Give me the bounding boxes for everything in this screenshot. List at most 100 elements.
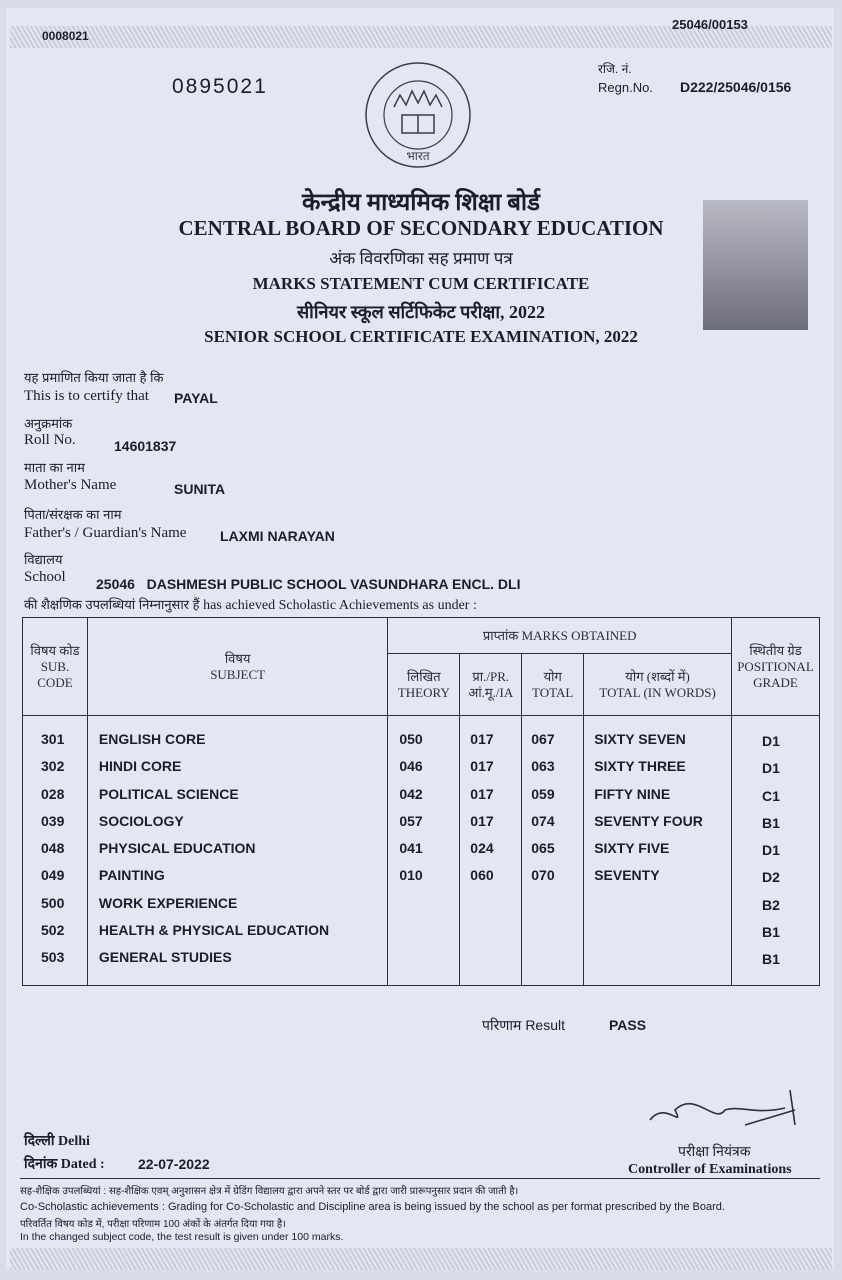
father-label-en: Father's / Guardian's Name: [24, 525, 187, 541]
theory-marks: 042: [399, 785, 423, 802]
practical-marks: [470, 890, 521, 917]
certify-label-hi: यह प्रमाणित किया जाता है कि: [24, 370, 164, 385]
sub-code: 039: [41, 812, 65, 829]
col-words: SIXTY SEVEN SIXTY THREE FIFTY NINE SEVENTY …: [583, 715, 732, 986]
total-marks: [531, 944, 583, 971]
exam-title-hi: सीनियर स्कूल सर्टिफिकेट परीक्षा, 2022: [297, 302, 545, 322]
roll-label-hi: अनुक्रमांक: [24, 416, 73, 431]
exam-title-en: SENIOR SCHOOL CERTIFICATE EXAMINATION, 2…: [204, 327, 638, 346]
positional-grade: B1: [761, 924, 780, 941]
subject-name: PHYSICAL EDUCATION: [98, 840, 256, 857]
sub-code: 503: [41, 949, 65, 966]
doc-title-en: MARKS STATEMENT CUM CERTIFICATE: [252, 274, 590, 293]
theory-marks: 010: [399, 867, 423, 884]
practical-marks: 060: [470, 867, 494, 884]
total-in-words: FIFTY NINE: [594, 785, 671, 802]
total-marks: 059: [531, 785, 555, 802]
total-marks: 074: [531, 812, 555, 829]
header-subject: विषय SUBJECT: [86, 617, 389, 716]
school-label-hi: विद्यालय: [24, 552, 63, 567]
subject-name: WORK EXPERIENCE: [98, 894, 238, 911]
total-marks: 070: [531, 867, 555, 884]
controller-hi: परीक्षा नियंत्रक: [678, 1145, 751, 1160]
mother-label-en: Mother's Name: [24, 477, 117, 493]
theory-marks: 050: [399, 731, 423, 747]
mother-name: SUNITA: [174, 481, 226, 497]
total-marks: 063: [531, 758, 555, 775]
father-name: LAXMI NARAYAN: [220, 528, 335, 544]
regn-number: D222/25046/0156: [680, 79, 792, 95]
total-marks: 065: [531, 840, 555, 857]
practical-marks: [470, 944, 521, 971]
col-grade: D1 D1 C1 B1 D1 D2 B2 B1 B1: [730, 715, 821, 986]
practical-marks: 017: [470, 812, 494, 829]
practical-marks: 017: [470, 785, 494, 802]
subject-name: SOCIOLOGY: [98, 812, 184, 829]
sub-code: 048: [41, 840, 65, 857]
sub-code: 500: [41, 894, 65, 911]
total-in-words: [594, 890, 731, 917]
dated-label: दिनांक Dated :: [24, 1157, 105, 1172]
header-grade: स्थितीय ग्रेड POSITIONAL GRADE: [730, 617, 821, 716]
total-in-words: SEVENTY FOUR: [594, 812, 703, 829]
controller-signature: [649, 1089, 796, 1126]
subject-name: HINDI CORE: [98, 758, 182, 775]
note-1-en: Co-Scholastic achievements : Grading for…: [20, 1201, 725, 1213]
positional-grade: B1: [761, 814, 780, 831]
positional-grade: B1: [761, 951, 780, 968]
school-name: 25046 DASHMESH PUBLIC SCHOOL VASUNDHARA …: [96, 576, 521, 592]
subject-name: POLITICAL SCIENCE: [98, 785, 239, 802]
sub-code: 301: [41, 731, 65, 747]
security-band-top: [10, 26, 832, 48]
issue-date: 22-07-2022: [138, 1156, 210, 1172]
emblem-text: भारत: [406, 149, 430, 163]
achievement-line: की शैक्षणिक उपलब्धियां निम्नानुसार हैं h…: [24, 595, 477, 614]
col-total: 067 063 059 074 065 070: [521, 715, 585, 986]
certificate-number: 0895021: [172, 75, 268, 98]
col-theory: 050 046 042 057 041 010: [387, 715, 461, 986]
note-2-en: In the changed subject code, the test re…: [20, 1231, 344, 1243]
doc-title-hi: अंक विवरणिका सह प्रमाण पत्र: [329, 249, 513, 268]
positional-grade: D2: [761, 869, 780, 886]
header-total-words: योग (शब्दों में) TOTAL (IN WORDS): [583, 653, 732, 716]
positional-grade: C1: [761, 787, 780, 804]
positional-grade: B2: [761, 896, 780, 913]
theory-marks: [399, 944, 459, 971]
sub-code: 302: [41, 758, 65, 775]
note-2-hi: परिवर्तित विषय कोड में, परीक्षा परिणाम 1…: [20, 1219, 286, 1230]
theory-marks: [399, 890, 459, 917]
father-label-hi: पिता/संरक्षक का नाम: [24, 507, 122, 522]
sub-code: 028: [41, 785, 65, 802]
roll-number: 14601837: [114, 438, 177, 454]
sub-code: 502: [41, 922, 65, 939]
header-practical: प्रा./PR. आं.मू./IA: [459, 653, 523, 716]
serial-top-left: 0008021: [42, 29, 89, 43]
total-marks: [531, 917, 583, 944]
theory-marks: 057: [399, 812, 423, 829]
security-band-bottom: [10, 1248, 832, 1270]
practical-marks: 024: [470, 840, 494, 857]
col-subject: ENGLISH CORE HINDI CORE POLITICAL SCIENCE S…: [86, 715, 389, 986]
total-in-words: SEVENTY: [594, 867, 660, 884]
total-marks: [531, 890, 583, 917]
board-name-en: CENTRAL BOARD OF SECONDARY EDUCATION: [178, 216, 664, 240]
header-sub-code: विषय कोड SUB. CODE: [22, 617, 88, 716]
header-total: योग TOTAL: [521, 653, 585, 716]
achievement-en: has achieved Scholastic Achievements as …: [203, 598, 477, 613]
theory-marks: 041: [399, 840, 423, 857]
positional-grade: D1: [761, 760, 780, 777]
col-practical: 017 017 017 017 024 060: [459, 715, 523, 986]
roll-label-en: Roll No.: [24, 432, 76, 448]
cbse-emblem-icon: भारत: [365, 62, 471, 168]
student-name: PAYAL: [174, 390, 218, 406]
positional-grade: D1: [761, 733, 780, 749]
header-theory: लिखित THEORY: [387, 653, 461, 716]
theory-marks: 046: [399, 758, 423, 775]
result-value: PASS: [609, 1017, 647, 1033]
subject-name: ENGLISH CORE: [98, 731, 206, 747]
practical-marks: 017: [470, 758, 494, 775]
subject-name: PAINTING: [98, 867, 165, 884]
positional-grade: D1: [761, 842, 780, 859]
achievement-hi: की शैक्षणिक उपलब्धियां निम्नानुसार हैं: [24, 597, 200, 612]
place: दिल्ली Delhi: [24, 1134, 90, 1149]
